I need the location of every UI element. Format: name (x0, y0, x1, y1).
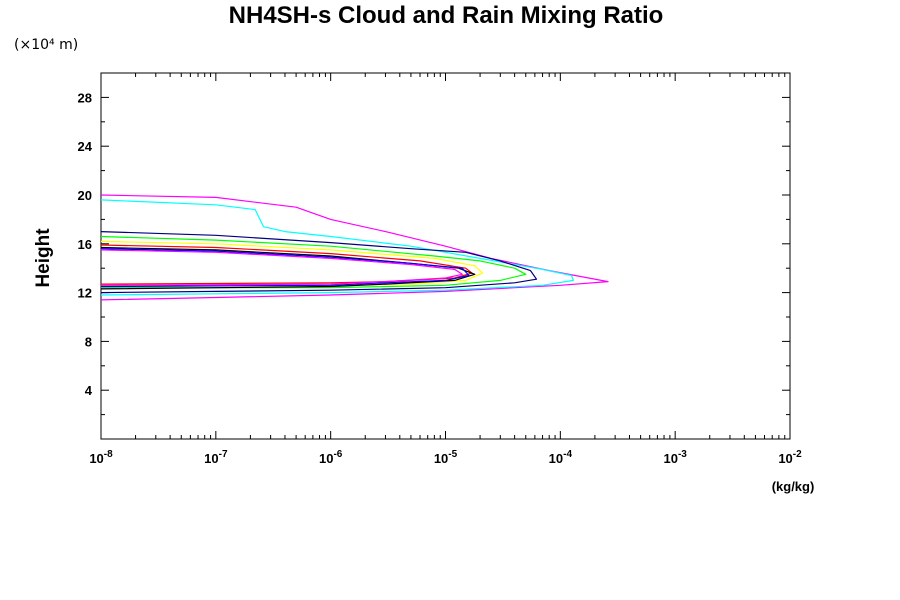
series-line-9 (100, 249, 463, 286)
x-tick-label: 10-4 (549, 449, 573, 466)
plot-frame (100, 72, 791, 440)
series-group (100, 194, 609, 301)
y-tick-label: 16 (78, 237, 92, 252)
series-line-6 (100, 244, 473, 285)
y-tick-label: 4 (85, 383, 93, 398)
series-line-2 (100, 199, 574, 296)
series-line-1 (100, 194, 609, 301)
x-axis-unit: (kg/kg) (772, 479, 815, 494)
y-tick-label: 24 (78, 139, 93, 154)
y-unit-note: (×10⁴ m) (14, 37, 78, 53)
x-tick-label: 10-2 (778, 449, 802, 466)
series-line-3 (100, 231, 538, 294)
chart-title: NH4SH-s Cloud and Rain Mixing Ratio (229, 2, 664, 29)
x-tick-label: 10-6 (319, 449, 343, 466)
tick-labels: 4 8 12 16 20 24 28 10-8 10-7 10-6 10-5 10-4 10-3 10-2 (78, 90, 803, 466)
y-tick-label: 8 (85, 334, 92, 349)
y-tick-label: 20 (78, 188, 92, 203)
y-axis-label: Height (33, 228, 54, 288)
y-tick-label: 12 (78, 286, 92, 301)
x-tick-label: 10-8 (89, 449, 113, 466)
series-line-7 (100, 246, 476, 290)
series-line-4 (100, 235, 527, 289)
x-tick-label: 10-7 (204, 449, 228, 466)
x-tick-label: 10-3 (663, 449, 687, 466)
y-tick-label: 28 (78, 90, 92, 105)
x-tick-label: 10-5 (434, 449, 458, 466)
series-line-8 (100, 248, 470, 288)
axis-ticks (100, 73, 791, 439)
